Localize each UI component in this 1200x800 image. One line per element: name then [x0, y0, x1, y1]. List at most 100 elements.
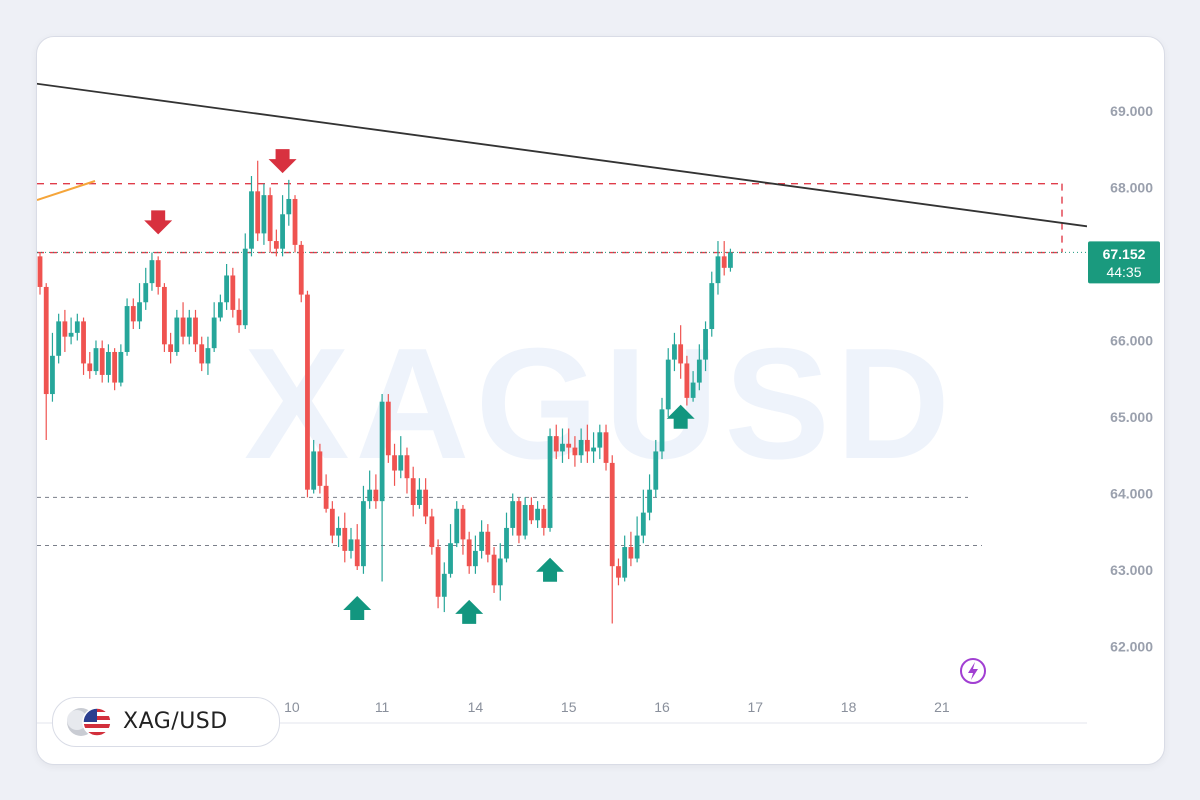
- x-tick-label: 16: [654, 699, 670, 715]
- x-tick-label: 21: [934, 699, 950, 715]
- y-tick-label: 64.000: [1110, 486, 1153, 502]
- candle-body: [348, 539, 354, 551]
- symbol-label: XAG/USD: [123, 709, 228, 734]
- candle-body: [696, 359, 702, 383]
- candle-body: [249, 191, 254, 249]
- x-tick-label: 11: [375, 699, 390, 715]
- candle-body: [112, 351, 118, 383]
- candle-body: [217, 302, 223, 318]
- candle-body: [174, 317, 180, 352]
- candle-body: [81, 321, 86, 364]
- candle-body: [298, 244, 304, 295]
- candle-body: [43, 286, 49, 395]
- candle-body: [584, 439, 590, 452]
- candle-body: [398, 455, 404, 471]
- candle-body: [305, 294, 310, 490]
- candle-body: [236, 309, 242, 326]
- candle-body: [261, 195, 267, 234]
- candle-body: [354, 539, 360, 567]
- orange-trend-line: [37, 180, 96, 201]
- candle-body: [709, 283, 715, 330]
- candle-body: [62, 321, 68, 337]
- x-tick-label: 10: [284, 699, 300, 715]
- candle-body: [448, 543, 453, 574]
- candle-body: [143, 283, 149, 303]
- candle-body: [124, 306, 130, 352]
- buy-arrow-icon: [455, 599, 484, 624]
- lightning-icon[interactable]: [960, 658, 986, 684]
- candle-body: [211, 317, 217, 349]
- candle-body: [336, 527, 341, 536]
- candle-body: [162, 286, 167, 345]
- candle-body: [180, 317, 186, 337]
- candle-body: [149, 260, 155, 284]
- candle-body: [497, 558, 503, 586]
- candle-body: [728, 252, 733, 268]
- candle-body: [280, 214, 285, 249]
- candle-body: [417, 489, 422, 505]
- candle-body: [242, 248, 248, 326]
- candle-body: [553, 436, 559, 452]
- candle-body: [137, 302, 142, 322]
- buy-arrow-icon: [666, 404, 695, 429]
- y-tick-label: 69.000: [1110, 103, 1153, 119]
- candle-body: [535, 508, 540, 521]
- y-tick-label: 63.000: [1110, 562, 1153, 578]
- candle-body: [87, 363, 93, 372]
- candle-body: [715, 256, 721, 284]
- sell-arrow-icon: [268, 149, 297, 174]
- candle-body: [224, 275, 229, 303]
- sell-arrow-icon: [144, 210, 173, 235]
- candle-body: [168, 344, 174, 352]
- candle-body: [591, 447, 596, 452]
- sell-arrow-shape: [268, 149, 297, 174]
- candle-body: [454, 508, 460, 544]
- candle-body: [329, 508, 335, 536]
- candle-body: [572, 447, 578, 456]
- candle-body: [423, 489, 429, 517]
- candle-body: [68, 332, 74, 337]
- candle-body: [647, 489, 652, 513]
- candle-body: [37, 256, 43, 287]
- candle-body: [74, 321, 80, 333]
- candle-body: [404, 455, 410, 479]
- buy-arrow-shape: [536, 557, 565, 582]
- y-tick-label: 65.000: [1110, 409, 1153, 425]
- candle-body: [255, 191, 261, 234]
- current-price-label: 67.152: [1103, 246, 1146, 262]
- candle-body: [367, 489, 373, 502]
- candle-body: [118, 351, 124, 383]
- candle-body: [466, 539, 472, 567]
- candle-body: [193, 317, 198, 345]
- candle-body: [566, 443, 572, 448]
- candle-body: [547, 436, 553, 528]
- watermark: XAGUSD: [244, 316, 956, 492]
- price-tag: 67.152 44:35: [1088, 241, 1160, 284]
- candle-body: [199, 344, 205, 364]
- candle-body: [597, 432, 603, 448]
- buy-arrow-shape: [343, 596, 372, 620]
- candle-body: [628, 547, 634, 559]
- candle-body: [130, 306, 136, 322]
- candle-body: [653, 451, 659, 490]
- y-tick-label: 68.000: [1110, 180, 1153, 196]
- countdown-label: 44:35: [1106, 264, 1141, 280]
- symbol-chip[interactable]: XAG/USD: [52, 697, 280, 747]
- candle-body: [441, 573, 447, 597]
- buy-arrow-icon: [536, 557, 565, 582]
- candle-body: [392, 455, 397, 471]
- y-tick-label: 62.000: [1110, 639, 1153, 655]
- x-tick-label: 15: [561, 699, 577, 715]
- candle-body: [155, 260, 161, 287]
- candle-body: [684, 363, 690, 398]
- candle-body: [485, 531, 491, 555]
- candle-body: [93, 348, 99, 372]
- candle-body: [473, 550, 478, 567]
- candle-body: [410, 478, 416, 505]
- candle-body: [323, 485, 329, 509]
- candle-body: [721, 256, 727, 268]
- candle-body: [578, 439, 584, 456]
- candle-body: [286, 198, 292, 215]
- candle-body: [603, 432, 609, 463]
